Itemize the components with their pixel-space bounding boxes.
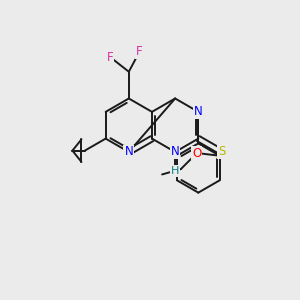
Text: O: O: [192, 147, 202, 160]
Text: F: F: [136, 45, 143, 58]
Text: F: F: [107, 50, 113, 64]
Text: N: N: [171, 146, 179, 158]
Text: N: N: [124, 146, 133, 158]
Text: S: S: [218, 146, 225, 158]
Text: N: N: [194, 105, 203, 119]
Text: O: O: [124, 146, 134, 158]
Text: H: H: [171, 166, 179, 176]
